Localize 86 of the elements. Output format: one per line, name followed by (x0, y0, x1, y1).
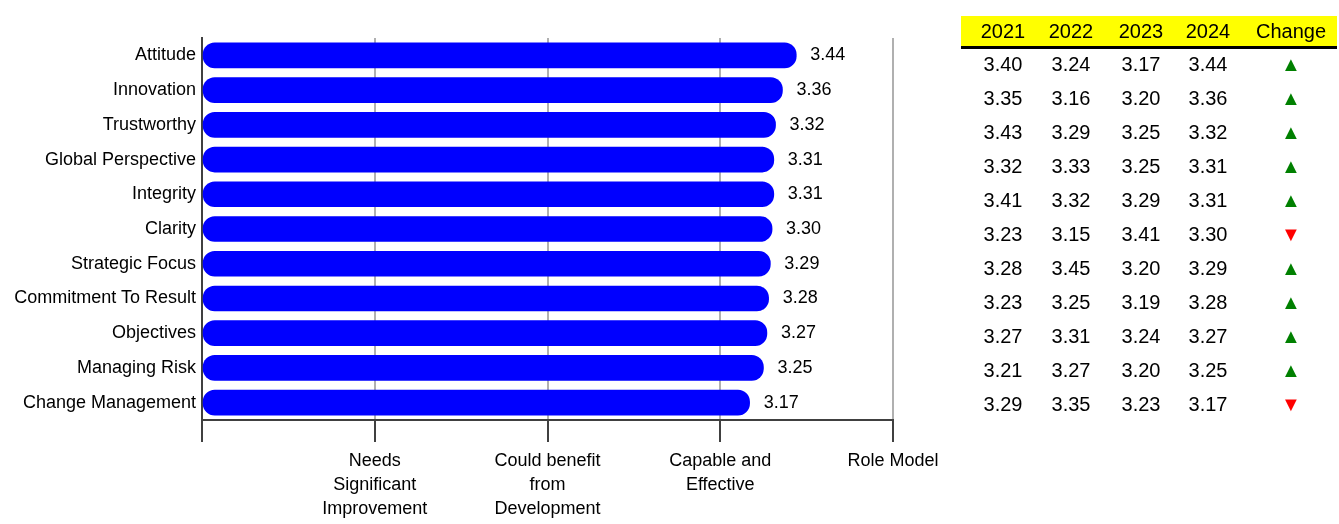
data-label: 3.41 (982, 188, 1024, 212)
data-label: 3.36 (796, 79, 832, 100)
data-label: 3.20 (1120, 358, 1162, 382)
data-label: 3.44 (1187, 52, 1229, 76)
data-label: 3.32 (1187, 120, 1229, 144)
data-label: 3.15 (1050, 222, 1092, 246)
data-label: 3.31 (787, 148, 823, 169)
data-label: 3.44 (810, 44, 846, 65)
text: ▲ (1281, 257, 1301, 279)
y-tick-label: Commitment To Result (14, 287, 197, 308)
data-label: 3.35 (1050, 392, 1092, 416)
x-tick-label: 2022 (1047, 19, 1095, 43)
y-tick-label: Change Management (22, 391, 197, 412)
data-label: 3.27 (1187, 324, 1229, 348)
data-label: 3.25 (1050, 290, 1092, 314)
data-label: 3.32 (1050, 188, 1092, 212)
y-tick-label: Innovation (112, 79, 197, 100)
y-tick-label: Managing Risk (76, 356, 198, 377)
text: ▲ (1281, 291, 1301, 313)
text: Could benefit from Development (494, 449, 601, 518)
data-label: 3.28 (782, 287, 818, 308)
y-tick-label: Attitude (135, 44, 197, 65)
text: Needs Significant Improvement (322, 449, 428, 518)
x-tick-label: Change (1254, 19, 1328, 43)
data-label: 3.17 (1120, 52, 1162, 76)
data-label: 3.27 (982, 324, 1024, 348)
data-label: 3.31 (787, 183, 823, 204)
data-label: 3.29 (982, 392, 1024, 416)
data-label: 3.30 (786, 217, 822, 238)
data-label: 3.19 (1120, 290, 1162, 314)
data-label: 3.36 (1187, 86, 1229, 110)
data-label: 3.29 (1120, 188, 1162, 212)
data-label: 3.23 (982, 222, 1024, 246)
data-label: 3.45 (1050, 256, 1092, 280)
text: ▼ (1281, 223, 1301, 245)
data-label: 3.25 (1120, 120, 1162, 144)
y-tick-label: Strategic Focus (70, 252, 197, 273)
data-label: 3.27 (1050, 358, 1092, 382)
data-label: 3.32 (789, 113, 825, 134)
data-label: 3.24 (1050, 52, 1092, 76)
text: ▼ (1281, 393, 1301, 415)
y-tick-label: Integrity (132, 183, 197, 204)
data-label: 3.20 (1120, 256, 1162, 280)
text: ▲ (1281, 87, 1301, 109)
y-tick-label: Clarity (145, 217, 197, 238)
text: ▲ (1281, 53, 1301, 75)
text: Capable and Effective (669, 449, 772, 494)
text: Role Model (847, 449, 939, 470)
data-label: 3.33 (1050, 154, 1092, 178)
data-label: 3.30 (1187, 222, 1229, 246)
data-label: 3.25 (1120, 154, 1162, 178)
y-tick-label: Objectives (112, 322, 197, 343)
data-label: 3.25 (1187, 358, 1229, 382)
text: ▲ (1281, 189, 1301, 211)
data-label: 3.31 (1187, 154, 1229, 178)
data-label: 3.17 (763, 391, 799, 412)
x-tick-label: 2023 (1117, 19, 1165, 43)
data-label: 3.29 (1187, 256, 1229, 280)
text: ▲ (1281, 359, 1301, 381)
data-label: 3.43 (982, 120, 1024, 144)
data-label: 3.40 (982, 52, 1024, 76)
data-label: 3.29 (784, 252, 820, 273)
y-tick-label: Global Perspective (44, 148, 197, 169)
data-label: 3.21 (982, 358, 1024, 382)
data-label: 3.31 (1187, 188, 1229, 212)
data-label: 3.25 (777, 356, 813, 377)
data-label: 3.27 (780, 322, 816, 343)
data-label: 3.32 (982, 154, 1024, 178)
data-label: 3.20 (1120, 86, 1162, 110)
data-label: 3.35 (982, 86, 1024, 110)
text: ▲ (1281, 155, 1301, 177)
text: ▲ (1281, 121, 1301, 143)
x-tick-label: 2021 (979, 19, 1027, 43)
text: ▲ (1281, 325, 1301, 347)
data-label: 3.28 (1187, 290, 1229, 314)
data-label: 3.23 (1120, 392, 1162, 416)
x-tick-label: 2024 (1184, 19, 1232, 43)
data-label: 3.31 (1050, 324, 1092, 348)
data-label: 3.28 (982, 256, 1024, 280)
data-label: 3.16 (1050, 86, 1092, 110)
y-tick-label: Trustworthy (102, 113, 197, 134)
data-label: 3.29 (1050, 120, 1092, 144)
data-label: 3.17 (1187, 392, 1229, 416)
data-label: 3.41 (1120, 222, 1162, 246)
data-label: 3.24 (1120, 324, 1162, 348)
data-label: 3.23 (982, 290, 1024, 314)
